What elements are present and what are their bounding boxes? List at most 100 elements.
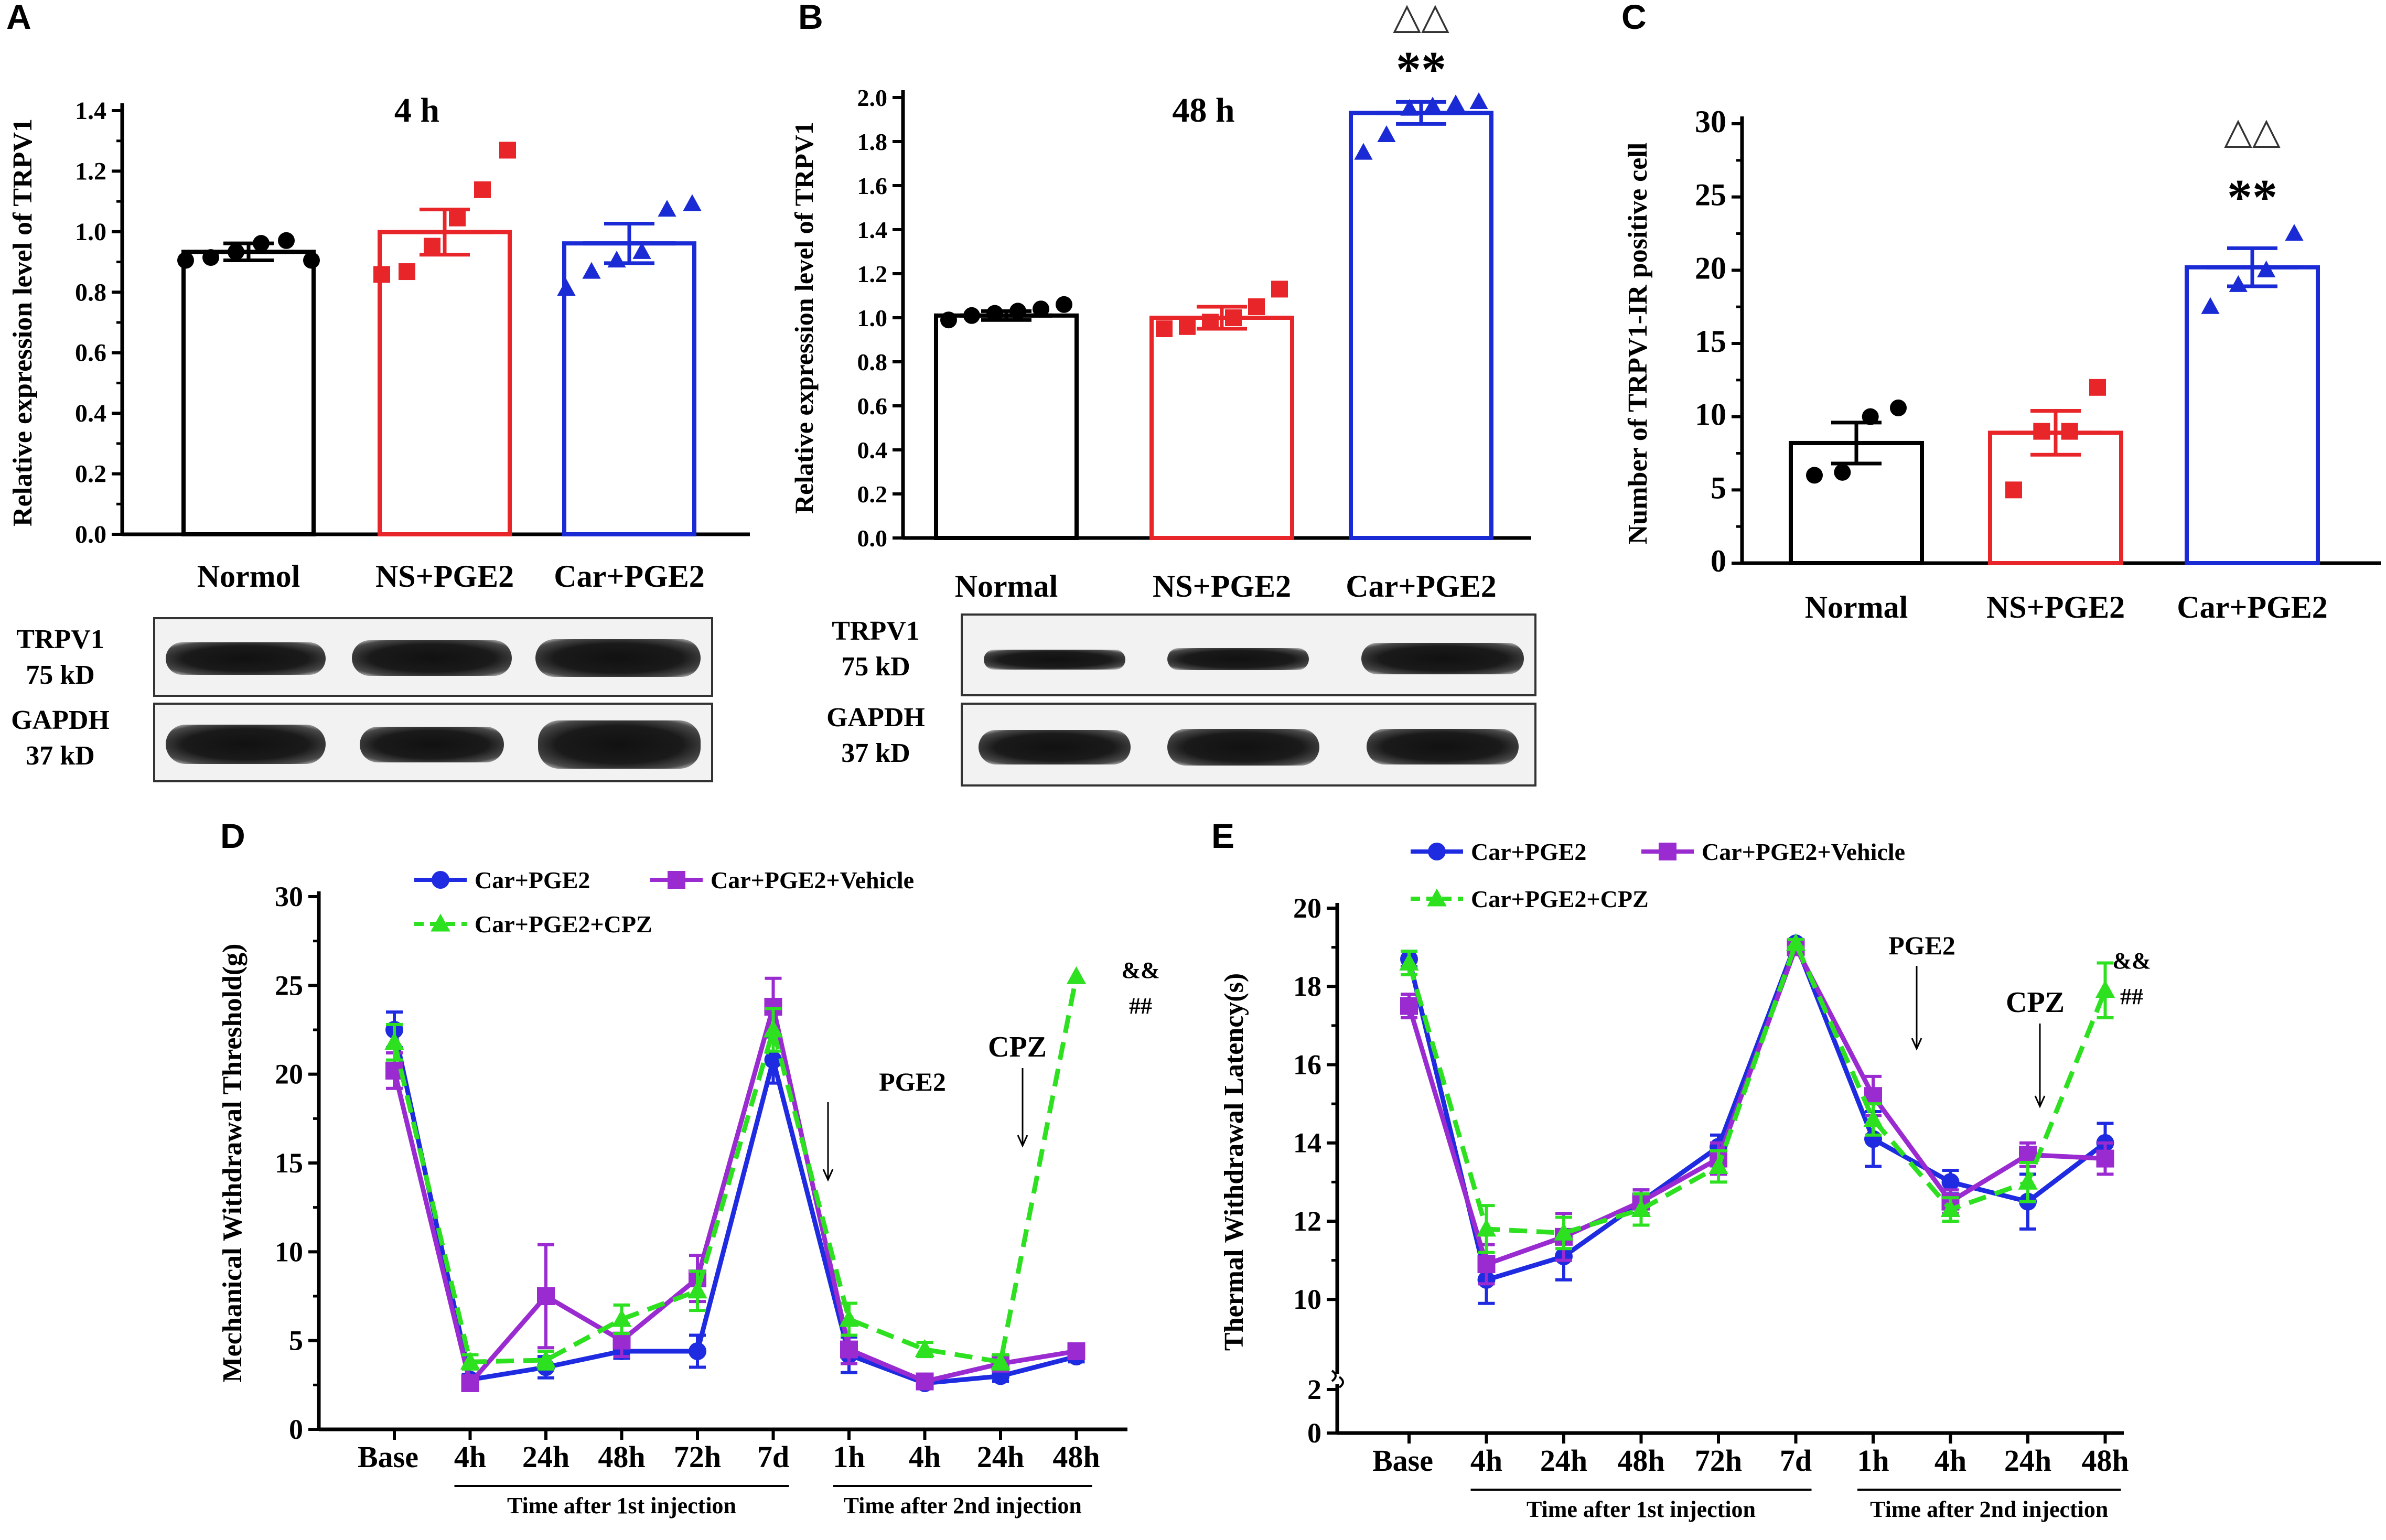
- data-point: [1033, 300, 1049, 318]
- blot-name: TRPV1: [16, 624, 104, 654]
- data-point: [2089, 379, 2106, 396]
- data-point: [1940, 1199, 1961, 1218]
- data-point: [1067, 1342, 1085, 1360]
- group-label: Time after 1st injection: [507, 1493, 736, 1519]
- blot-kd: 75 kD: [841, 651, 910, 682]
- blot-a-label-gapdh: GAPDH 37 kD: [0, 703, 121, 773]
- y-tick-label: 25: [275, 970, 303, 1001]
- bar: [1149, 316, 1294, 540]
- annotation-arrowhead: [2034, 1095, 2046, 1108]
- chart-d: 0 5 10 15 20 25 30 Mechanical Withdrawal Thresh…: [218, 867, 1160, 1519]
- data-point: [202, 249, 219, 266]
- x-tick-label: Car+PGE2: [554, 559, 705, 593]
- series-line: [1406, 941, 2107, 1283]
- data-point: [536, 1350, 556, 1368]
- annotation-label: PGE2: [879, 1067, 946, 1096]
- panel-label-d: D: [220, 816, 245, 855]
- y-tick-label: 0.8: [857, 349, 888, 375]
- annotation-label: CPZ: [988, 1031, 1047, 1063]
- y-tick-label: 20: [1293, 892, 1321, 924]
- series-line: [392, 976, 1079, 1364]
- y-tick-label: 5: [1711, 470, 1726, 505]
- x-tick-label: 24h: [2004, 1444, 2051, 1478]
- x-tick-label: 1h: [1857, 1444, 1889, 1478]
- legend-marker: [432, 871, 449, 889]
- data-point: [839, 1309, 859, 1327]
- data-point: [557, 278, 576, 296]
- x-tick-label: Car+PGE2: [2177, 590, 2328, 624]
- y-tick-label: 0: [289, 1414, 303, 1445]
- y-tick-label: 0.0: [75, 521, 106, 548]
- annotation-arrowhead: [1911, 1038, 1922, 1051]
- data-point: [2061, 423, 2078, 440]
- x-tick-label: NS+PGE2: [1986, 590, 2125, 624]
- data-point: [1477, 1255, 1496, 1274]
- data-point: [1476, 1219, 1497, 1237]
- y-tick-label: 1.0: [75, 218, 106, 246]
- band: [166, 725, 326, 764]
- x-tick-label: Normol: [197, 559, 300, 593]
- data-point: [689, 1342, 706, 1360]
- data-point: [1554, 1222, 1574, 1241]
- data-point: [1156, 320, 1173, 337]
- data-point: [2095, 980, 2115, 998]
- legend-label: Car+PGE2: [1471, 838, 1586, 865]
- x-tick-label: 7d: [757, 1440, 789, 1474]
- data-point: [303, 252, 320, 269]
- axis-break: [1331, 1370, 1344, 1388]
- legend-label: Car+PGE2+CPZ: [475, 911, 652, 938]
- blot-b-trpv1: [961, 613, 1536, 696]
- data-point: [1225, 309, 1242, 326]
- data-point: [632, 242, 651, 259]
- y-tick-label: 15: [275, 1147, 303, 1179]
- x-tick-label: 24h: [1540, 1444, 1587, 1478]
- y-tick-label: 10: [275, 1236, 303, 1267]
- data-point: [1354, 143, 1373, 160]
- x-tick-label: 4h: [1470, 1444, 1502, 1478]
- sig-mark: ##: [1129, 993, 1152, 1019]
- x-tick-label: 24h: [522, 1440, 569, 1474]
- x-tick-label: Base: [358, 1440, 418, 1474]
- data-point: [1862, 408, 1879, 425]
- band: [166, 642, 326, 675]
- y-tick-label: 25: [1695, 178, 1726, 212]
- sig-stars: **: [1396, 41, 1446, 97]
- data-point: [2201, 297, 2220, 314]
- y-axis-label: Thermal Withdrawal Latency(s): [1219, 973, 1249, 1351]
- data-point: [1786, 933, 1806, 951]
- x-tick-label: 24h: [977, 1440, 1024, 1474]
- blot-a-label-trpv1: TRPV1 75 kD: [0, 622, 121, 693]
- data-point: [1271, 281, 1288, 298]
- annotation-arrowhead: [1017, 1135, 1028, 1148]
- chart-c: 0 5 10 15 20 25 30 Number of TRPV1-IR positive …: [1623, 104, 2381, 624]
- blot-b-gapdh: [961, 703, 1536, 787]
- legend-label: Car+PGE2: [475, 867, 590, 893]
- data-point: [2229, 275, 2248, 292]
- sig-mark: &&: [1121, 957, 1159, 983]
- panel-label-c: C: [1621, 0, 1647, 36]
- data-point: [764, 1051, 782, 1069]
- band: [538, 720, 701, 769]
- y-axis-label: Number of TRPV1-IR positive cell: [1623, 143, 1653, 544]
- blot-b-label-gapdh: GAPDH 37 kD: [810, 700, 941, 771]
- legend-label: Car+PGE2+Vehicle: [711, 867, 914, 893]
- group-label: Time after 1st injection: [1527, 1496, 1756, 1522]
- legend-marker: [1428, 843, 1446, 860]
- blot-name: GAPDH: [826, 703, 925, 733]
- x-tick-label: 48h: [2081, 1444, 2129, 1478]
- sig-triangle: △△: [1393, 0, 1449, 37]
- data-point: [1806, 467, 1823, 484]
- data-point: [1248, 298, 1265, 315]
- blot-a-gapdh: [153, 703, 713, 782]
- x-tick-label: 7d: [1780, 1444, 1812, 1478]
- data-point: [763, 1019, 783, 1038]
- series-line: [1406, 945, 2105, 1267]
- data-point: [537, 1287, 555, 1305]
- y-tick-label: 0: [1711, 544, 1726, 578]
- y-tick-label: 0.4: [857, 437, 888, 464]
- data-point: [1009, 303, 1026, 320]
- data-point: [399, 263, 415, 281]
- legend-marker: [431, 913, 450, 932]
- y-tick-label: 10: [1695, 397, 1726, 432]
- chart-e: 10 12 14 16 18 20 0 2 Thermal Withdrawal Latency…: [1219, 838, 2151, 1522]
